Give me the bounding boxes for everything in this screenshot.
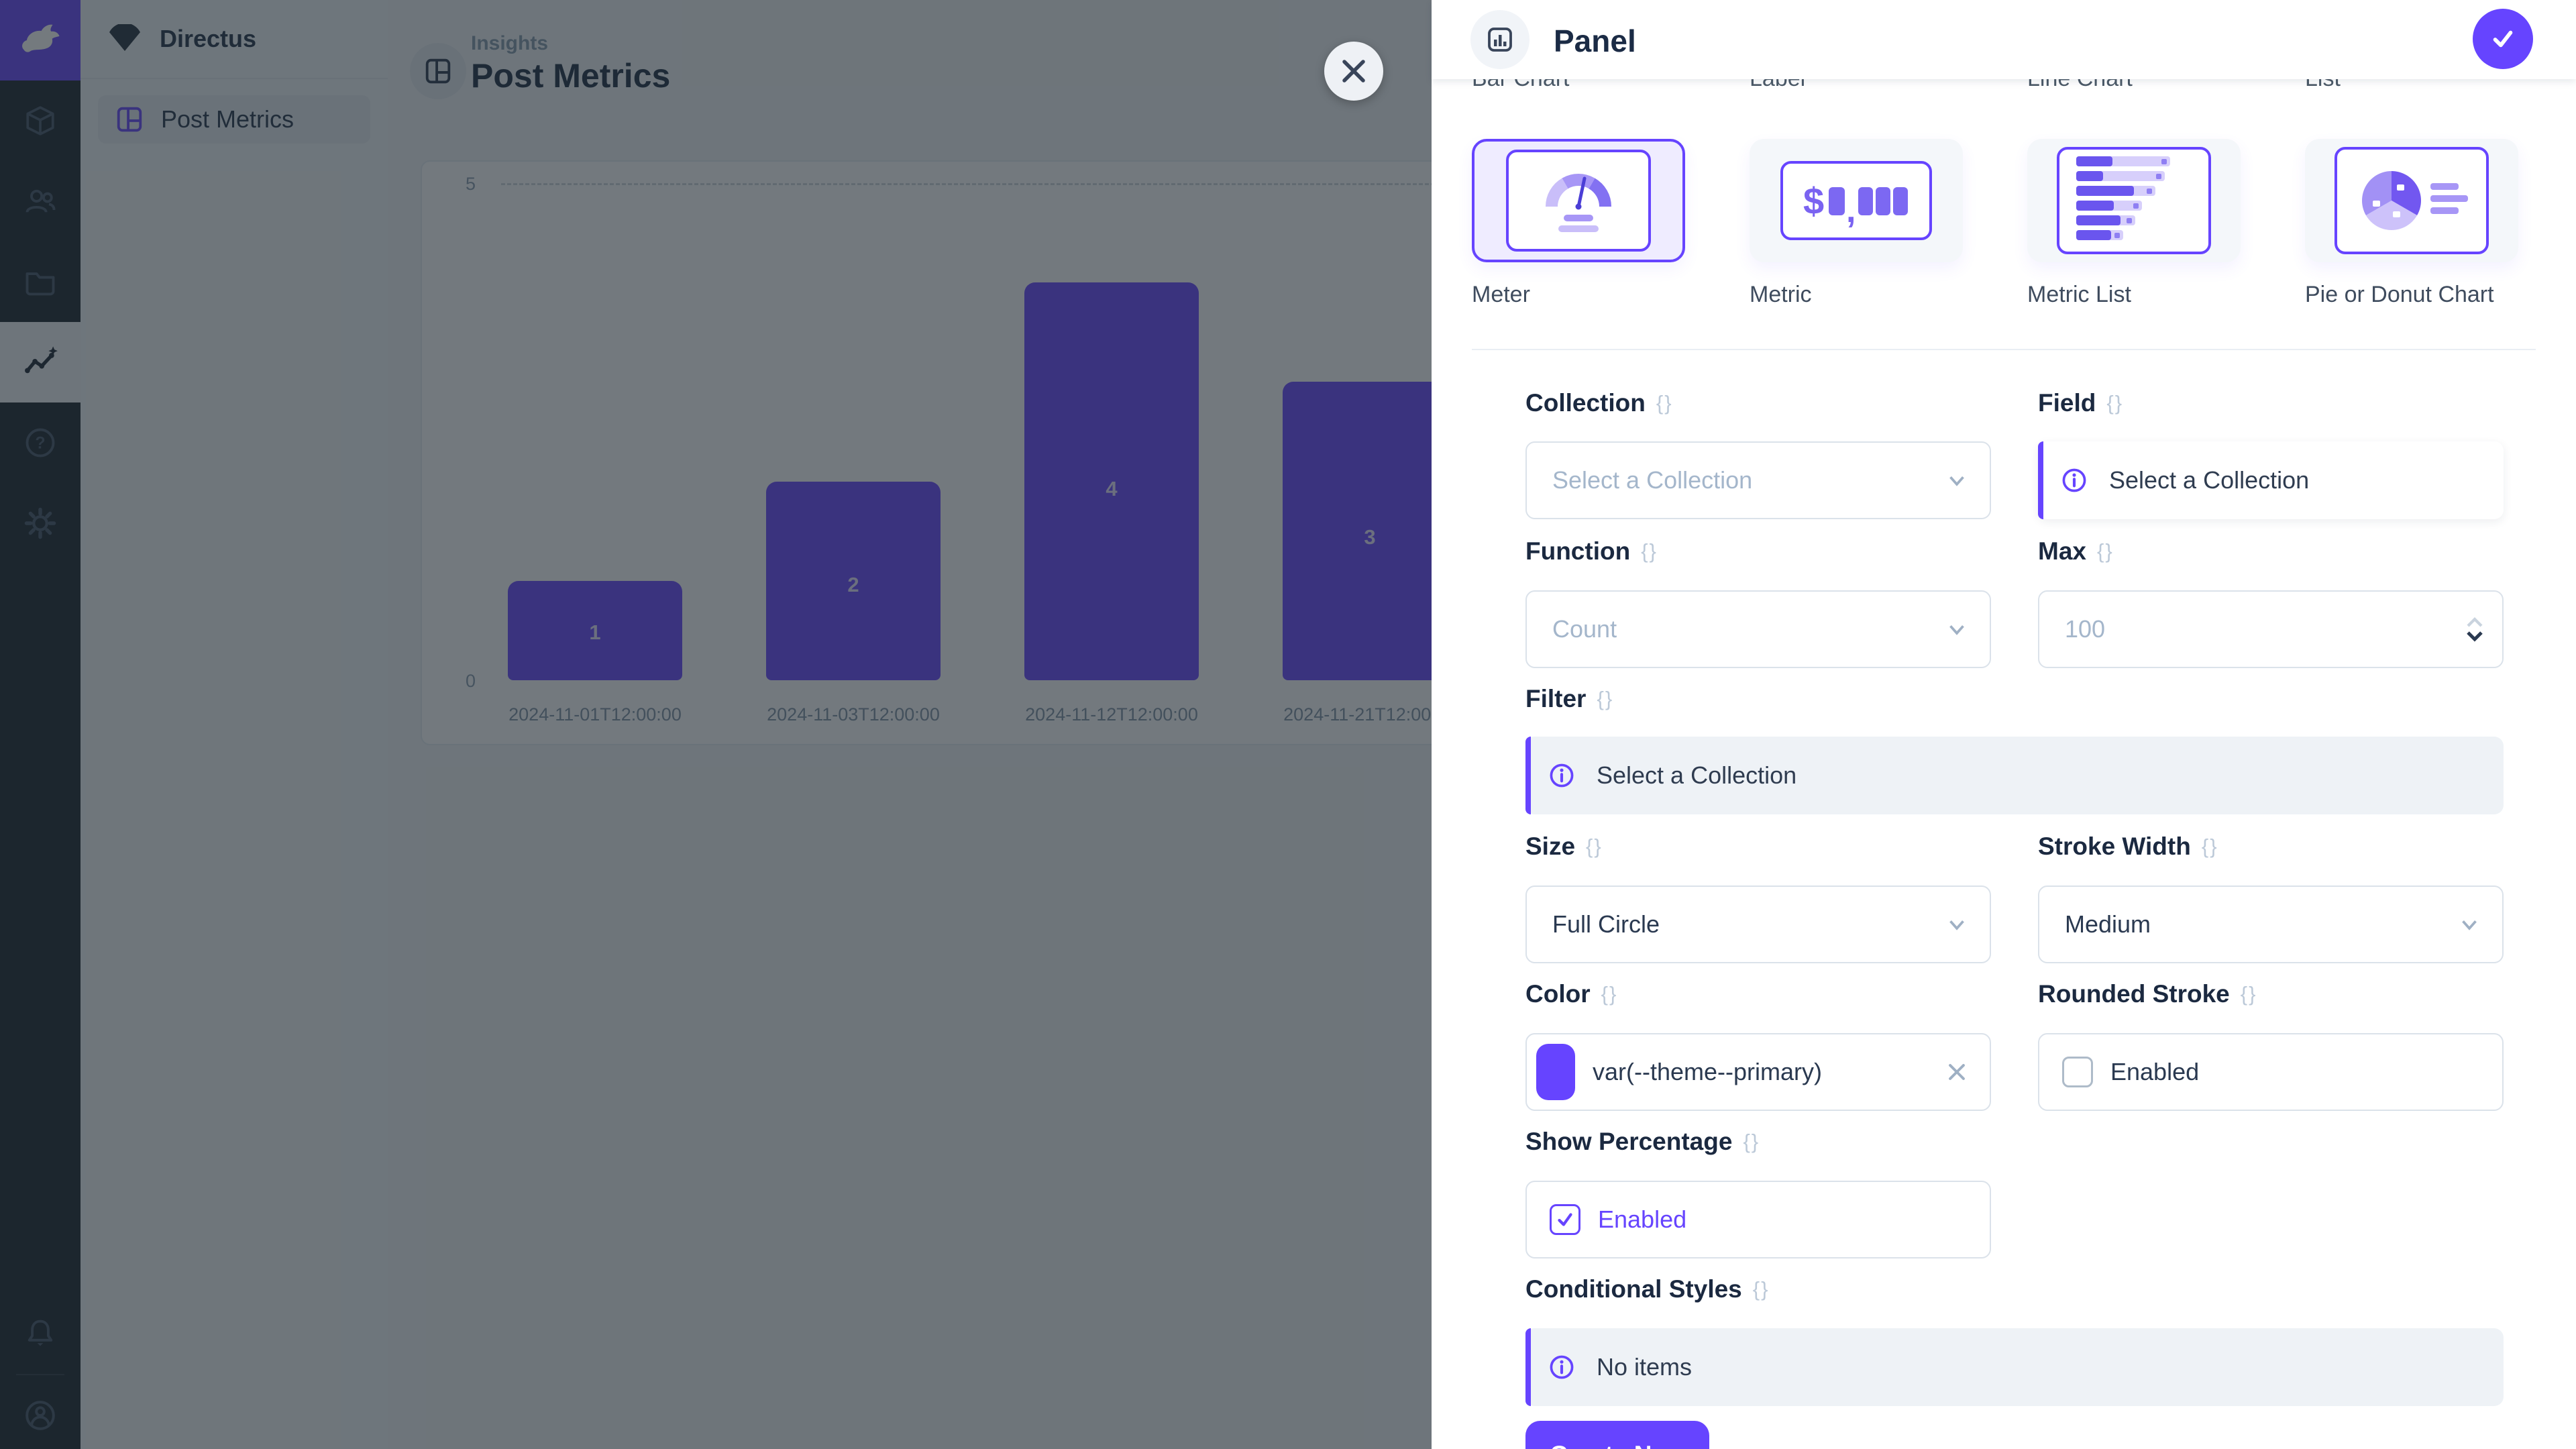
raw-value-icon[interactable]: {} — [1743, 1130, 1760, 1153]
bar-chart-panel-icon — [1488, 28, 1512, 52]
color-input[interactable]: var(--theme--primary) — [1525, 1033, 1991, 1111]
raw-value-icon[interactable]: {} — [1597, 687, 1614, 710]
raw-value-icon[interactable]: {} — [2201, 835, 2218, 858]
svg-text:,: , — [1846, 191, 1856, 227]
chevron-down-icon — [1949, 476, 1964, 486]
info-icon — [1550, 763, 1574, 788]
stepper-up-icon[interactable] — [2465, 616, 2485, 629]
filter-notice[interactable]: Select a Collection — [1525, 737, 2504, 814]
info-icon — [1550, 1355, 1574, 1379]
raw-value-icon[interactable]: {} — [1656, 391, 1673, 415]
raw-value-icon[interactable]: {} — [1586, 835, 1603, 858]
type-card-meter[interactable] — [1472, 139, 1685, 262]
checkbox-unchecked[interactable] — [2062, 1057, 2093, 1087]
type-card-metric-list[interactable] — [2027, 139, 2241, 262]
stepper-down-icon[interactable] — [2465, 630, 2485, 642]
type-label-metric-list[interactable]: Metric List — [2027, 282, 2131, 307]
conditional-styles-notice[interactable]: No items — [1525, 1328, 2504, 1406]
collection-select[interactable]: Select a Collection — [1525, 441, 1991, 519]
type-card-pie[interactable] — [2305, 139, 2518, 262]
meter-icon — [1546, 174, 1611, 232]
type-label-metric[interactable]: Metric — [1750, 282, 1812, 307]
type-card-metric[interactable]: $ , — [1750, 139, 1963, 262]
size-label: Size{} — [1525, 833, 1603, 860]
chevron-down-icon — [2462, 920, 2477, 930]
filter-label: Filter{} — [1525, 685, 1614, 712]
max-label: Max{} — [2038, 537, 2114, 565]
pie-chart-icon — [2362, 171, 2468, 230]
raw-value-icon[interactable]: {} — [1601, 982, 1618, 1006]
field-label: Field{} — [2038, 389, 2124, 417]
raw-value-icon[interactable]: {} — [2240, 982, 2257, 1006]
drawer-icon-button[interactable] — [1470, 10, 1529, 69]
show-percentage-label: Show Percentage{} — [1525, 1128, 1760, 1155]
raw-value-icon[interactable]: {} — [2096, 539, 2114, 563]
raw-value-icon[interactable]: {} — [2106, 391, 2124, 415]
drawer-header: Panel — [1432, 0, 2576, 79]
divider — [1472, 349, 2536, 350]
panel-drawer: Bar Chart Label Line Chart List Panel — [1432, 0, 2576, 1449]
size-select[interactable]: Full Circle — [1525, 885, 1991, 963]
save-button[interactable] — [2473, 9, 2533, 69]
stroke-width-select[interactable]: Medium — [2038, 885, 2504, 963]
metric-icon: $ , — [1803, 180, 1908, 227]
type-label-pie[interactable]: Pie or Donut Chart — [2305, 282, 2494, 307]
function-label: Function{} — [1525, 537, 1658, 565]
conditional-styles-label: Conditional Styles{} — [1525, 1275, 1770, 1303]
show-percentage-toggle[interactable]: Enabled — [1525, 1181, 1991, 1258]
checkbox-checked[interactable] — [1550, 1204, 1580, 1235]
check-icon — [1558, 1213, 1572, 1226]
drawer-title: Panel — [1554, 23, 1636, 58]
color-label: Color{} — [1525, 980, 1618, 1008]
create-new-button[interactable]: Create New — [1525, 1421, 1709, 1449]
rounded-stroke-toggle[interactable]: Enabled — [2038, 1033, 2504, 1111]
close-icon — [1342, 60, 1365, 83]
svg-text:$: $ — [1803, 180, 1824, 222]
color-swatch[interactable] — [1536, 1044, 1575, 1100]
max-input[interactable]: 100 — [2038, 590, 2504, 668]
raw-value-icon[interactable]: {} — [1752, 1277, 1770, 1301]
drawer-close-button[interactable] — [1324, 42, 1383, 101]
type-label-meter[interactable]: Meter — [1472, 282, 1530, 307]
chevron-down-icon — [1949, 920, 1964, 930]
check-icon — [2493, 30, 2513, 48]
field-notice[interactable]: Select a Collection — [2038, 441, 2504, 519]
raw-value-icon[interactable]: {} — [1641, 539, 1658, 563]
chevron-down-icon — [1949, 625, 1964, 635]
number-stepper[interactable] — [2465, 616, 2485, 642]
collection-label: Collection{} — [1525, 389, 1673, 417]
info-icon — [2062, 468, 2086, 492]
rounded-stroke-label: Rounded Stroke{} — [2038, 980, 2257, 1008]
clear-x-icon[interactable] — [1945, 1061, 1968, 1083]
metric-list-icon — [2076, 156, 2170, 240]
function-select[interactable]: Count — [1525, 590, 1991, 668]
stroke-width-label: Stroke Width{} — [2038, 833, 2218, 860]
